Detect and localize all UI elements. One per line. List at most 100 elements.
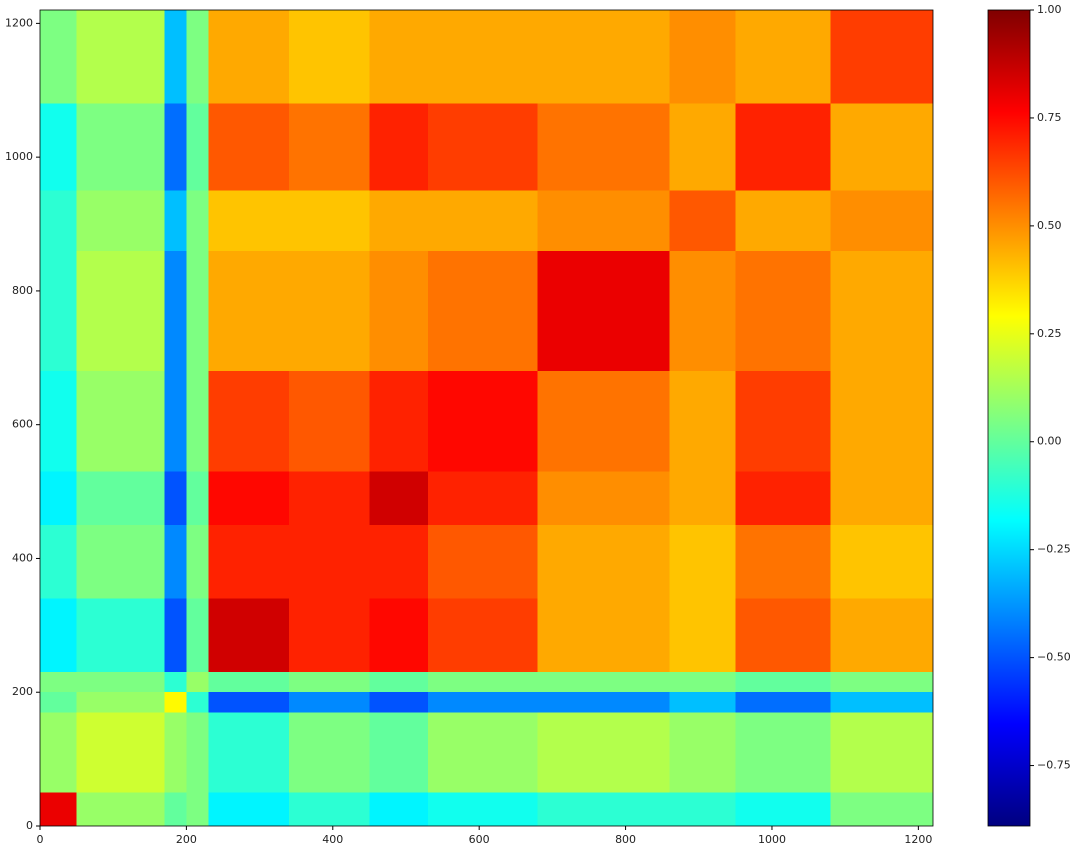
x-tick-label: 800 [615, 833, 636, 846]
heatmap-cell [186, 190, 209, 251]
heatmap-cell [40, 525, 77, 599]
heatmap-cell [40, 103, 77, 191]
heatmap-cell [669, 250, 736, 372]
heatmap-cell [369, 792, 428, 826]
heatmap-cell [288, 598, 370, 673]
x-tick-label: 600 [469, 833, 490, 846]
colorbar-tick-label: 0.75 [1037, 111, 1062, 124]
x-tick-label: 200 [176, 833, 197, 846]
heatmap-cell [427, 471, 538, 526]
heatmap-cell [288, 672, 370, 693]
heatmap-cell [830, 598, 933, 673]
heatmap-cell [208, 692, 289, 713]
heatmap-cell [288, 792, 370, 826]
heatmap-cell [735, 792, 831, 826]
y-tick-label: 800 [12, 284, 33, 297]
heatmap-cell [735, 712, 831, 793]
heatmap-cell [830, 190, 933, 251]
heatmap-cell [669, 672, 736, 693]
heatmap-cell [830, 525, 933, 599]
y-tick-label: 600 [12, 418, 33, 431]
heatmap-cell [537, 598, 670, 673]
heatmap-cell [40, 672, 77, 693]
colorbar [987, 9, 1031, 827]
heatmap-cell [76, 471, 165, 526]
y-tick-label: 400 [12, 551, 33, 564]
heatmap-cell [164, 598, 187, 673]
heatmap-cell [186, 371, 209, 472]
heatmap-cell [288, 371, 370, 472]
heatmap-cell [830, 712, 933, 793]
heatmap-cell [76, 10, 165, 104]
heatmap-cell [669, 10, 736, 104]
heatmap-cell [208, 672, 289, 693]
heatmap-cell [369, 371, 428, 472]
heatmap-cell [208, 471, 289, 526]
heatmap-cell [669, 525, 736, 599]
heatmap-cell [537, 792, 670, 826]
heatmap-cell [735, 692, 831, 713]
heatmap-cell [369, 190, 428, 251]
heatmap-cell [40, 598, 77, 673]
heatmap-cell [164, 525, 187, 599]
heatmap-cell [208, 792, 289, 826]
heatmap-cell [186, 692, 209, 713]
heatmap-cell [288, 103, 370, 191]
heatmap-cell [208, 371, 289, 472]
heatmap-cell [537, 712, 670, 793]
y-tick-label: 0 [26, 819, 33, 832]
heatmap-cell [427, 792, 538, 826]
heatmap-cell [669, 712, 736, 793]
heatmap-cell [830, 10, 933, 104]
heatmap-cell [669, 103, 736, 191]
heatmap-cell [735, 103, 831, 191]
heatmap-cell [427, 371, 538, 472]
heatmap-cell [427, 10, 538, 104]
heatmap-cell [735, 10, 831, 104]
heatmap-cell [76, 371, 165, 472]
y-tick-label: 1000 [5, 150, 33, 163]
heatmap-cell [288, 692, 370, 713]
y-tick-label: 200 [12, 685, 33, 698]
colorbar-tick-label: 0.50 [1037, 219, 1062, 232]
heatmap-cell [669, 792, 736, 826]
heatmap-cell [537, 692, 670, 713]
heatmap-cell [164, 190, 187, 251]
heatmap-cell [40, 371, 77, 472]
heatmap-cell [537, 471, 670, 526]
heatmap-cell [208, 250, 289, 372]
heatmap-cell [76, 250, 165, 372]
heatmap-cell [830, 672, 933, 693]
heatmap-cell [830, 471, 933, 526]
heatmap-cell [40, 692, 77, 713]
y-tick-label: 1200 [5, 16, 33, 29]
heatmap-cell [735, 471, 831, 526]
heatmap-cell [288, 10, 370, 104]
colorbar-tick-label: −0.25 [1037, 543, 1071, 556]
heatmap-cell [40, 471, 77, 526]
heatmap-cell [735, 190, 831, 251]
heatmap-cell [537, 371, 670, 472]
heatmap-cell [208, 712, 289, 793]
heatmap-cell [427, 692, 538, 713]
heatmap-cell [537, 672, 670, 693]
heatmap-cell [288, 190, 370, 251]
heatmap-cell [186, 672, 209, 693]
heatmap-cell [735, 250, 831, 372]
heatmap-cell [427, 250, 538, 372]
heatmap-cell [369, 250, 428, 372]
heatmap-cell [164, 471, 187, 526]
colorbar-tick-label: −0.75 [1037, 759, 1071, 772]
heatmap-cell [164, 103, 187, 191]
heatmap-cell [427, 672, 538, 693]
heatmap-cell [369, 598, 428, 673]
heatmap-cell [537, 190, 670, 251]
heatmap-cell [208, 103, 289, 191]
heatmap-cell [288, 471, 370, 526]
heatmap-cell [186, 250, 209, 372]
heatmap-cell [427, 103, 538, 191]
heatmap-cell [76, 692, 165, 713]
heatmap-cell [735, 672, 831, 693]
heatmap-cell [186, 471, 209, 526]
